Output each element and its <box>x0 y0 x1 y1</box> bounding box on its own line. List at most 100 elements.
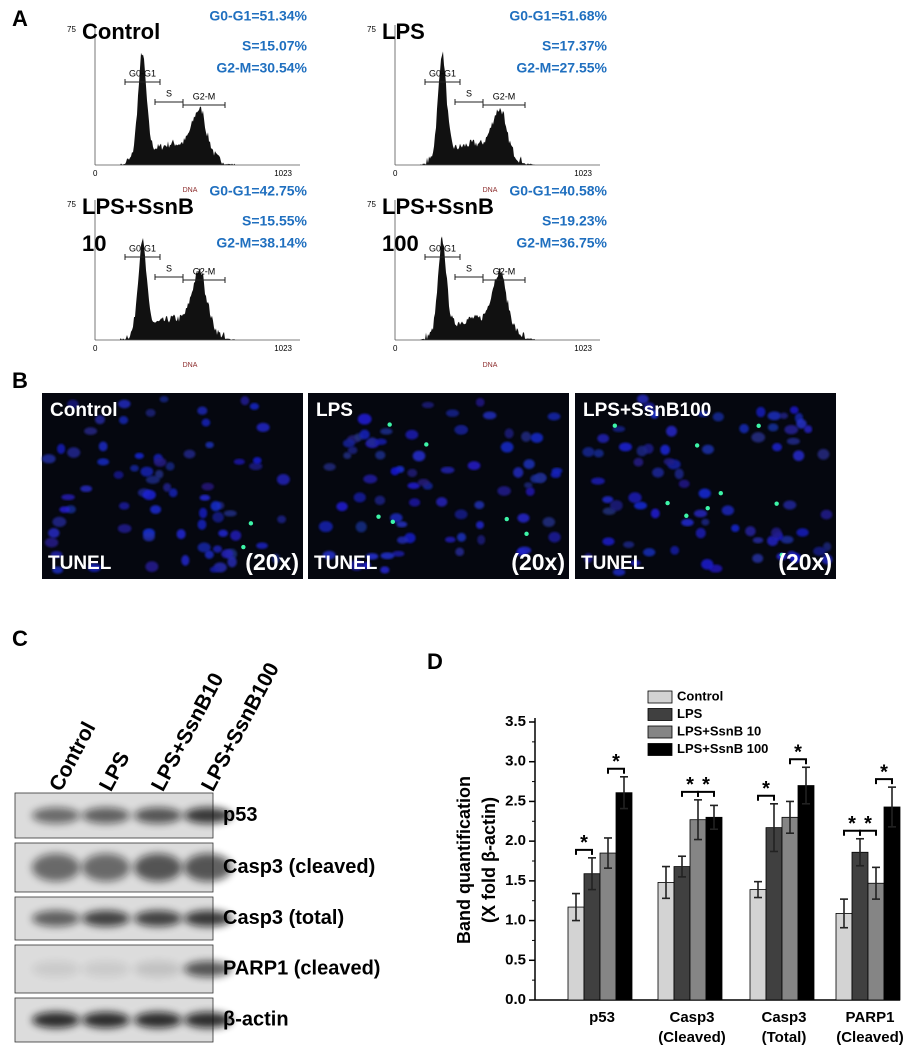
nucleus <box>113 470 124 479</box>
y-tick-label: 2.0 <box>505 832 526 849</box>
legend-label: LPS+SsnB 10 <box>677 723 761 738</box>
image-title: Control <box>50 400 118 421</box>
nucleus <box>218 529 229 537</box>
bar <box>781 816 799 1001</box>
y-tick-label: 2.5 <box>505 792 526 809</box>
tunel-positive-cell <box>504 516 509 522</box>
nucleus <box>548 531 561 543</box>
significance-marker: * <box>848 813 856 835</box>
nucleus <box>392 550 405 557</box>
legend-swatch <box>647 743 673 756</box>
panel-label: D <box>427 649 443 674</box>
nucleus <box>698 488 711 499</box>
histogram <box>120 52 235 165</box>
x-max-label: 1023 <box>274 169 292 178</box>
x-tick-label: (Cleaved) <box>658 1029 726 1046</box>
nucleus <box>767 535 779 547</box>
tunel-positive-cell <box>694 443 700 448</box>
significance-bracket <box>575 848 593 855</box>
gate-label: G2-M <box>493 266 516 276</box>
cell-cycle-stat: S=15.55% <box>242 213 308 229</box>
nucleus <box>155 469 164 479</box>
cell-cycle-stat: S=15.07% <box>242 38 308 54</box>
y-axis-label: (X fold β-actin) <box>479 797 499 923</box>
nucleus <box>168 488 178 498</box>
blot-band <box>82 807 130 824</box>
nucleus <box>650 409 659 419</box>
nucleus <box>483 411 497 420</box>
x-max-label: 1023 <box>574 169 592 178</box>
nucleus <box>233 458 245 465</box>
blot-band <box>32 853 80 882</box>
microscopy-image <box>575 393 836 579</box>
gate-label: S <box>166 88 172 98</box>
nucleus <box>550 470 561 479</box>
nucleus <box>475 521 484 529</box>
error-bar <box>678 855 686 878</box>
x-tick-label: Casp3 <box>761 1009 806 1026</box>
nucleus <box>445 409 460 417</box>
blot-band <box>32 807 80 824</box>
nucleus <box>342 439 355 448</box>
bar <box>599 852 617 1001</box>
nucleus <box>475 397 485 407</box>
y-max-label: 75 <box>67 25 76 34</box>
nucleus <box>693 509 708 518</box>
nucleus <box>134 452 144 459</box>
panel-label: B <box>12 368 28 393</box>
nucleus <box>436 497 448 507</box>
nucleus <box>276 474 290 485</box>
error-bar <box>872 866 880 900</box>
significance-bracket <box>697 790 715 797</box>
nucleus <box>256 542 268 549</box>
y-max-label: 75 <box>67 200 76 209</box>
blot-band <box>184 853 232 882</box>
nucleus <box>57 443 66 454</box>
nucleus <box>584 553 593 564</box>
nucleus <box>634 501 648 510</box>
nucleus <box>359 429 370 440</box>
x-axis-label: DNA <box>183 187 198 194</box>
x-tick-label: (Cleaved) <box>836 1029 904 1046</box>
nucleus <box>117 524 132 533</box>
nucleus <box>240 396 250 406</box>
bar <box>749 889 767 1001</box>
bar <box>657 882 675 1001</box>
nucleus <box>142 532 155 542</box>
cell-cycle-stat: S=17.37% <box>542 38 608 54</box>
legend-swatch <box>647 725 673 739</box>
nucleus <box>212 511 224 523</box>
nucleus <box>347 446 358 455</box>
nucleus <box>271 553 281 564</box>
blot-band <box>32 1012 80 1028</box>
nucleus <box>517 513 530 523</box>
nucleus <box>365 553 379 560</box>
plot-title: LPS+SsnB <box>82 194 194 219</box>
bar <box>689 819 707 1001</box>
error-bar <box>840 898 848 929</box>
nucleus <box>412 450 426 462</box>
x-min-label: 0 <box>393 344 398 353</box>
cell-cycle-stat: G0-G1=51.34% <box>209 8 307 24</box>
nucleus <box>249 462 263 471</box>
nucleus <box>118 416 129 425</box>
nucleus <box>336 501 348 512</box>
nucleus <box>523 459 535 470</box>
nucleus <box>517 546 532 555</box>
blot-band <box>82 961 130 977</box>
gate-label: S <box>466 88 472 98</box>
nucleus <box>597 433 610 443</box>
bar <box>615 792 633 1001</box>
x-min-label: 0 <box>93 169 98 178</box>
nucleus <box>396 521 408 528</box>
cell-cycle-stat: G0-G1=51.68% <box>509 8 607 24</box>
nucleus <box>145 561 159 573</box>
nucleus <box>751 432 766 443</box>
nucleus <box>695 527 706 539</box>
nucleus <box>145 408 156 417</box>
gate-label: G2-M <box>193 91 216 101</box>
nucleus <box>201 418 211 427</box>
nucleus <box>84 427 98 435</box>
nucleus <box>130 464 139 472</box>
blot-band <box>184 807 232 824</box>
